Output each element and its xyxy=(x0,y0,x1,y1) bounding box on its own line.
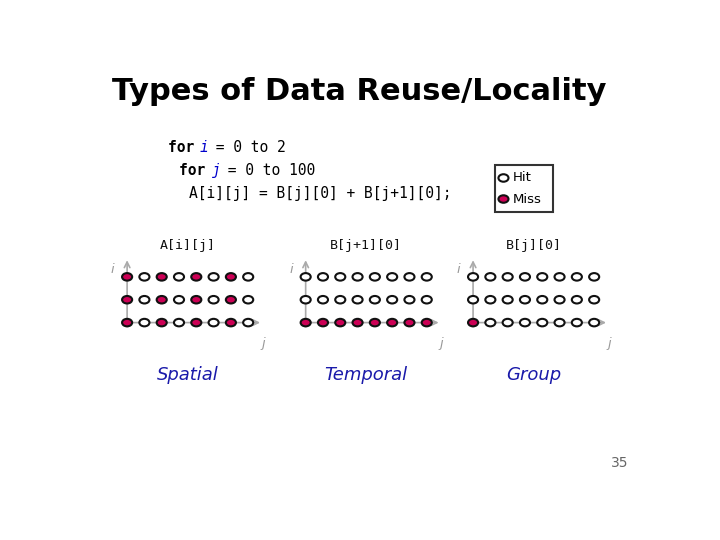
Circle shape xyxy=(301,296,311,303)
Text: Group: Group xyxy=(506,366,561,383)
Text: for: for xyxy=(179,163,215,178)
Circle shape xyxy=(192,296,202,303)
Text: i: i xyxy=(456,264,460,276)
Circle shape xyxy=(226,319,236,326)
Circle shape xyxy=(422,296,432,303)
Circle shape xyxy=(537,296,547,303)
Text: Hit: Hit xyxy=(513,172,531,185)
Circle shape xyxy=(226,273,236,281)
Circle shape xyxy=(174,296,184,303)
Text: B[j][0]: B[j][0] xyxy=(505,239,562,252)
Circle shape xyxy=(353,296,363,303)
Circle shape xyxy=(498,195,508,202)
Circle shape xyxy=(157,296,167,303)
Circle shape xyxy=(318,296,328,303)
Circle shape xyxy=(387,319,397,326)
Circle shape xyxy=(157,319,167,326)
Text: Spatial: Spatial xyxy=(157,366,219,383)
Circle shape xyxy=(520,273,530,281)
Text: A[i][j] = B[j][0] + B[j+1][0];: A[i][j] = B[j][0] + B[j+1][0]; xyxy=(189,186,452,201)
Circle shape xyxy=(140,296,150,303)
Circle shape xyxy=(122,273,132,281)
Circle shape xyxy=(301,273,311,281)
Text: j: j xyxy=(440,337,444,350)
Circle shape xyxy=(485,319,495,326)
Circle shape xyxy=(336,319,346,326)
Circle shape xyxy=(209,273,219,281)
Circle shape xyxy=(370,319,380,326)
Circle shape xyxy=(336,296,346,303)
Text: = 0 to 2: = 0 to 2 xyxy=(207,140,285,156)
Circle shape xyxy=(537,319,547,326)
Circle shape xyxy=(422,273,432,281)
Text: j: j xyxy=(607,337,611,350)
Circle shape xyxy=(387,296,397,303)
Circle shape xyxy=(226,296,236,303)
Circle shape xyxy=(301,319,311,326)
Circle shape xyxy=(192,319,202,326)
Circle shape xyxy=(520,296,530,303)
Text: j: j xyxy=(261,337,265,350)
Circle shape xyxy=(589,273,599,281)
Bar xyxy=(495,165,553,212)
Circle shape xyxy=(370,273,380,281)
Circle shape xyxy=(122,296,132,303)
Text: i: i xyxy=(199,140,208,156)
Circle shape xyxy=(318,273,328,281)
Circle shape xyxy=(157,273,167,281)
Circle shape xyxy=(422,319,432,326)
Circle shape xyxy=(405,273,415,281)
Circle shape xyxy=(405,296,415,303)
Circle shape xyxy=(498,174,508,182)
Circle shape xyxy=(503,319,513,326)
Circle shape xyxy=(572,273,582,281)
Circle shape xyxy=(140,273,150,281)
Circle shape xyxy=(387,273,397,281)
Circle shape xyxy=(243,319,253,326)
Circle shape xyxy=(520,319,530,326)
Circle shape xyxy=(209,296,219,303)
Circle shape xyxy=(572,296,582,303)
Circle shape xyxy=(122,319,132,326)
Circle shape xyxy=(192,273,202,281)
Circle shape xyxy=(485,273,495,281)
Circle shape xyxy=(336,273,346,281)
Circle shape xyxy=(554,296,564,303)
Circle shape xyxy=(174,273,184,281)
Circle shape xyxy=(353,273,363,281)
Circle shape xyxy=(243,296,253,303)
Circle shape xyxy=(209,319,219,326)
Circle shape xyxy=(174,319,184,326)
Text: i: i xyxy=(289,264,293,276)
Text: i: i xyxy=(111,264,114,276)
Text: Types of Data Reuse/Locality: Types of Data Reuse/Locality xyxy=(112,77,607,106)
Circle shape xyxy=(589,296,599,303)
Text: B[j+1][0]: B[j+1][0] xyxy=(330,239,402,252)
Circle shape xyxy=(405,319,415,326)
Circle shape xyxy=(468,273,478,281)
Text: for: for xyxy=(168,140,203,156)
Circle shape xyxy=(503,296,513,303)
Circle shape xyxy=(468,319,478,326)
Circle shape xyxy=(370,296,380,303)
Circle shape xyxy=(468,296,478,303)
Circle shape xyxy=(503,273,513,281)
Text: Temporal: Temporal xyxy=(325,366,408,383)
Circle shape xyxy=(485,296,495,303)
Text: A[i][j]: A[i][j] xyxy=(160,239,216,252)
Circle shape xyxy=(318,319,328,326)
Circle shape xyxy=(537,273,547,281)
Circle shape xyxy=(572,319,582,326)
Text: 35: 35 xyxy=(611,456,629,470)
Circle shape xyxy=(554,273,564,281)
Circle shape xyxy=(353,319,363,326)
Circle shape xyxy=(243,273,253,281)
Circle shape xyxy=(589,319,599,326)
Text: = 0 to 100: = 0 to 100 xyxy=(219,163,315,178)
Circle shape xyxy=(140,319,150,326)
Circle shape xyxy=(554,319,564,326)
Text: Miss: Miss xyxy=(513,193,541,206)
Text: j: j xyxy=(212,163,220,178)
